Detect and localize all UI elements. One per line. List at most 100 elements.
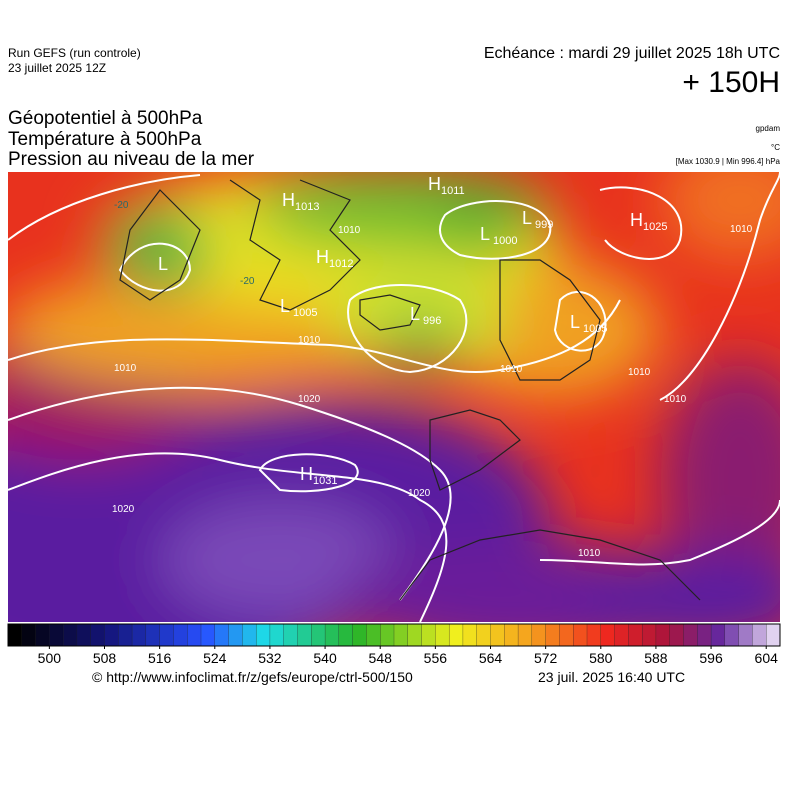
center-letter: H [630,210,643,230]
colorbar-cell [573,623,588,647]
colorbar-cell [214,623,230,647]
colorbar-cell [462,623,478,647]
colorbar-cell [49,623,64,647]
colorbar-tick-label: 516 [148,650,172,666]
colorbar-tick-label: 548 [369,650,393,666]
isobar-label: 1010 [628,367,651,378]
colorbar-cell [476,623,491,647]
center-letter: L [410,304,420,324]
colorbar-cell [352,623,367,647]
colorbar-cell [669,623,684,647]
coastlines [119,179,701,601]
colorbar-tick-label: 524 [203,650,227,666]
center-value: 1005 [293,307,317,319]
isobars [8,172,780,622]
colorbar-cell [242,623,257,647]
colorbar-cell [559,623,574,647]
colorbar-cell [200,623,216,647]
unit: [Max 1030.9 | Min 996.4] hPa [675,157,780,166]
run-date: 23 juillet 2025 12Z [8,61,107,75]
colorbar-cell [752,623,767,647]
colorbar-cell [710,623,726,647]
legend-line: Pression au niveau de la mer [8,149,255,170]
center-letter: H [428,174,441,194]
center-letter: L [570,312,580,332]
colorbar-cell [697,623,712,647]
isobar-label: 1020 [408,488,431,499]
colorbar-cell [35,623,50,647]
isobar-label: 1020 [112,504,135,515]
center-letter: L [158,254,168,274]
valid-time: Echéance : mardi 29 juillet 2025 18h UTC [483,45,780,62]
colorbar-cell [655,623,671,647]
colorbar-cell [531,623,547,647]
colorbar-cell [641,623,657,647]
generated: 23 juil. 2025 16:40 UTC [538,669,686,685]
colorbar-cell [118,623,133,647]
colorbar-cell [324,623,340,647]
colorbar-cell [490,623,505,647]
colorbar-cell [21,623,37,647]
isobar-label: 1010 [730,224,753,235]
isotherm-label: -20 [240,276,255,287]
source: © http://www.infoclimat.fr/z/gefs/europe… [92,669,413,685]
colorbar-cell [228,623,243,647]
colorbar-cell [724,623,740,647]
colorbar-cell [517,623,533,647]
colorbar-cell [766,623,781,647]
colorbar-cell [338,623,354,647]
colorbar-cell [366,623,381,647]
colorbar-tick-label: 508 [93,650,117,666]
colorbar-cell [269,623,285,647]
colorbar-cell [311,623,326,647]
center-letter: L [522,208,532,228]
isobar-label: 1010 [114,363,137,374]
colorbar-tick-label: 604 [755,650,779,666]
colorbar-cell [380,623,395,647]
colorbar-cell [62,623,78,647]
unit: °C [771,143,780,152]
colorbar-tick-label: 564 [479,650,503,666]
colorbar-cell [586,623,602,647]
colorbar-cell [283,623,298,647]
colorbar-cell [448,623,464,647]
colorbar-cell [90,623,105,647]
colorbar-tick-label: 572 [534,650,558,666]
center-letter: L [280,296,290,316]
center-value: 1025 [643,221,667,233]
center-letter: H [300,464,313,484]
colorbar-cell [683,623,698,647]
legend-line: Température à 500hPa [8,129,202,150]
colorbar-cell [393,623,409,647]
isotherm-label: -20 [114,200,129,211]
center-value: 1000 [493,235,517,247]
colorbar-tick-label: 500 [38,650,62,666]
center-value: 996 [423,315,441,327]
center-letter: H [282,190,295,210]
colorbar-tick-label: 556 [424,650,448,666]
colorbar-cell [738,623,753,647]
center-value: 1012 [329,258,353,270]
colorbar-cell [187,623,202,647]
colorbar-cell [255,623,271,647]
run: Run GEFS (run controle) [8,46,141,60]
colorbar-cell [7,623,23,647]
isobar-label: 1010 [664,394,687,405]
colorbar-tick-label: 580 [589,650,613,666]
colorbar-cell [159,623,174,647]
isobar-label: 1010 [500,364,523,375]
colorbar-cell [545,623,560,647]
center-value: 1013 [295,201,319,213]
colorbar-tick-label: 596 [699,650,723,666]
colorbar-tick-label: 588 [644,650,668,666]
legend-line: Géopotentiel à 500hPa [8,108,203,129]
colorbar-frame [7,623,781,647]
center-value: 999 [535,219,553,231]
colorbar-cell [421,623,436,647]
isobar-label: 1020 [298,394,321,405]
isobar-label: 1010 [578,548,601,559]
unit: gpdam [755,124,780,133]
